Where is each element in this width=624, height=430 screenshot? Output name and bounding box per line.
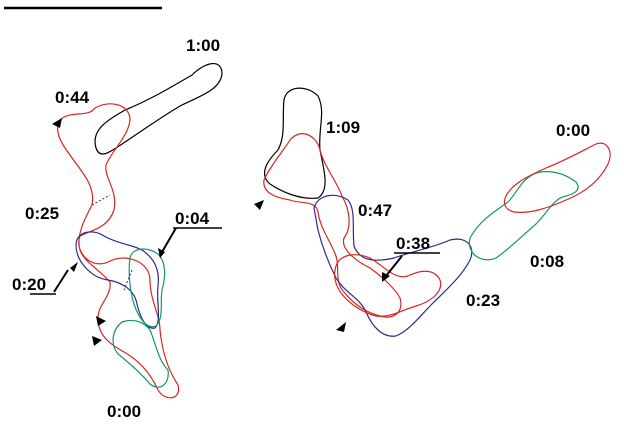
time-label: 0:44 [55, 88, 90, 107]
time-label: 0:47 [358, 201, 392, 220]
time-label: 0:04 [175, 209, 210, 228]
outline [113, 249, 168, 387]
outline [335, 255, 441, 317]
time-label: 0:23 [466, 291, 500, 310]
time-label: 0:08 [530, 252, 564, 271]
outline [264, 134, 401, 317]
outline [76, 232, 159, 328]
time-label: 0:00 [556, 121, 590, 140]
outline [265, 88, 326, 198]
time-label: 0:20 [12, 275, 46, 294]
time-label: 0:25 [25, 204, 59, 223]
time-label: 1:09 [326, 118, 360, 137]
outline [469, 172, 578, 260]
time-label: 0:00 [107, 402, 141, 421]
figure: 1:00 0:44 0:25 0:04 0:20 0:00 1:09 0:00 … [0, 0, 624, 430]
outline [95, 64, 222, 154]
time-label: 1:00 [186, 36, 220, 55]
time-label: 0:38 [396, 234, 430, 253]
outline [504, 143, 610, 212]
